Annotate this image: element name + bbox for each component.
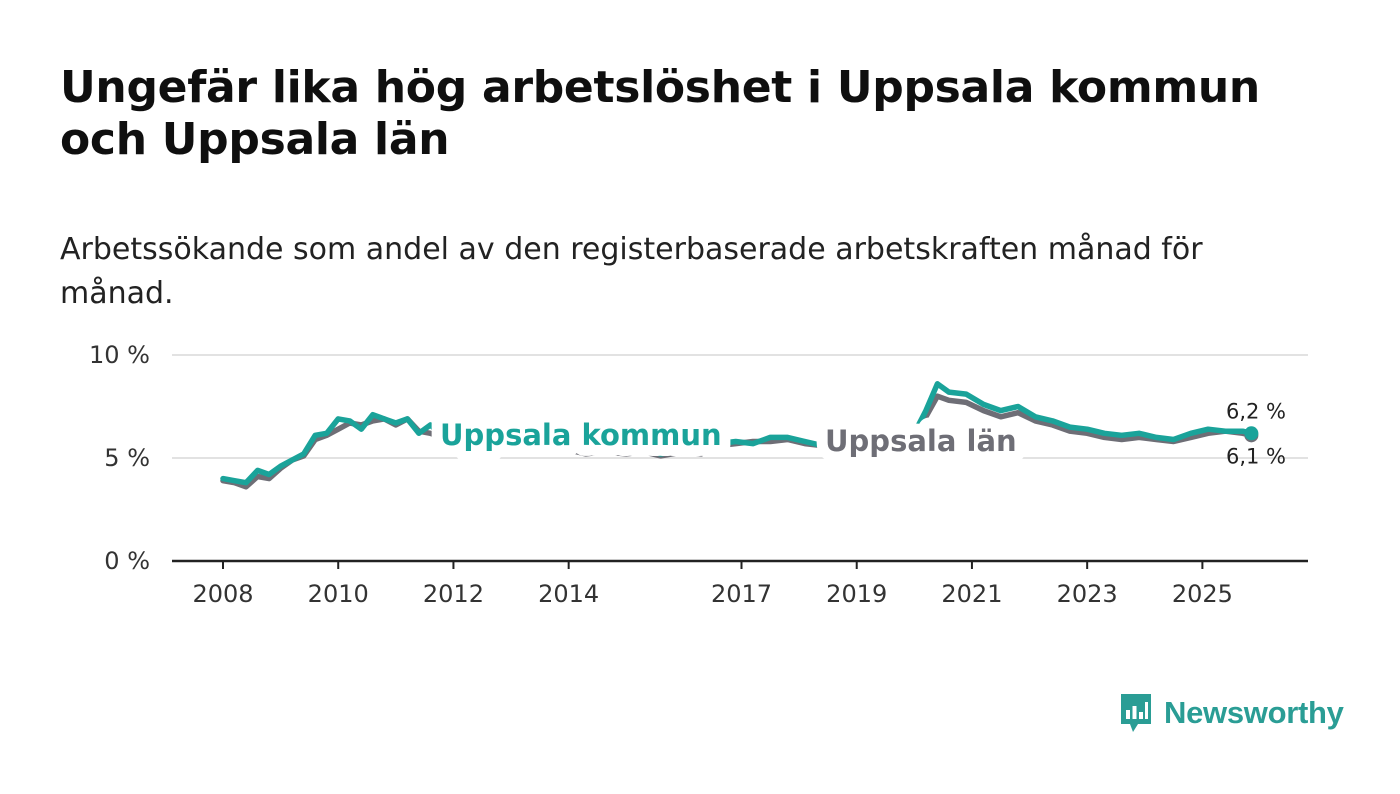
gridlines (172, 354, 1308, 459)
x-tick-label: 2012 (423, 580, 484, 608)
bar-chart-logo-icon (1121, 694, 1151, 732)
x-tick-label: 2025 (1172, 580, 1233, 608)
y-tick-label: 10 % (89, 341, 150, 369)
line-chart: 0 %5 %10 % 2008 2010 2012 2014 2017 2019 2021 2… (89, 341, 1308, 608)
series-line-kommun (220, 381, 1255, 486)
end-value-label-kommun: 6,2 % (1226, 399, 1286, 423)
x-tick-label: 2021 (941, 580, 1002, 608)
x-tick-label: 2010 (308, 580, 369, 608)
end-point-marker (1244, 426, 1259, 441)
x-tick-label: 2017 (711, 580, 772, 608)
x-axis-ticks: 2008 2010 2012 2014 2017 2019 2021 2023 2025 (192, 561, 1233, 608)
x-tick-label: 2008 (192, 580, 253, 608)
chart-title: Ungefär lika hög arbetslöshet i Uppsala … (60, 62, 1260, 165)
end-value-label-lan: 6,1 % (1226, 444, 1286, 468)
series-lines (220, 381, 1255, 490)
x-tick-label: 2023 (1057, 580, 1118, 608)
x-tick-label: 2019 (826, 580, 887, 608)
series-label-kommun: Uppsala kommun (440, 418, 722, 452)
chart-subtitle: Arbetssökande som andel av den registerb… (60, 232, 1203, 311)
newsworthy-logo: Newsworthy (1118, 690, 1344, 736)
y-axis-ticks: 0 % 5 % 10 % (89, 341, 150, 575)
series-label-lan: Uppsala län (825, 424, 1017, 458)
y-tick-label: 0 % (104, 547, 150, 575)
brand-name: Newsworthy (1164, 695, 1344, 730)
y-tick-label: 5 % (104, 444, 150, 472)
x-tick-label: 2014 (538, 580, 599, 608)
